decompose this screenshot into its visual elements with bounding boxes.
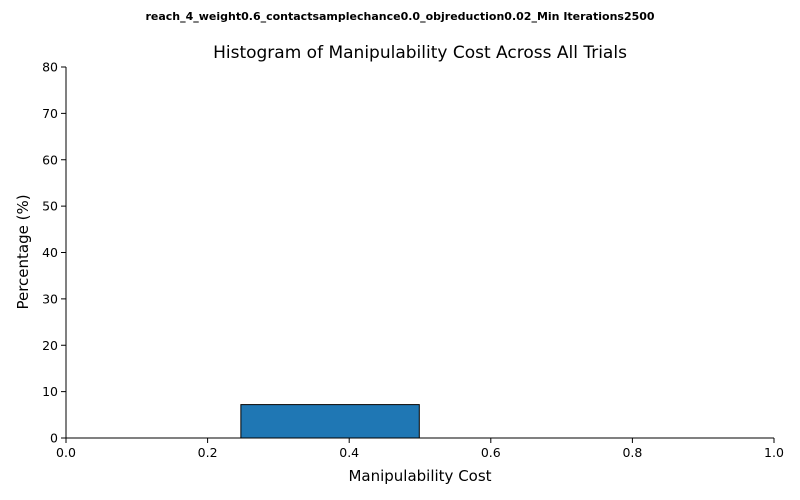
bars-layer [240,404,420,439]
x-axis-ticks: 0.0 0.2 0.4 0.6 0.8 1.0 [56,438,784,460]
y-tick-label-3: 30 [42,291,58,306]
x-tick-label-4: 0.8 [622,445,642,460]
y-tick-label-7: 70 [42,106,58,121]
figure-suptitle: reach_4_weight0.6_contactsamplechance0.0… [145,10,654,23]
y-tick-label-4: 40 [42,245,58,260]
y-axis-ticks: 0 10 20 30 40 50 60 70 80 [42,60,66,446]
x-tick-label-1: 0.2 [198,445,218,460]
y-tick-label-5: 50 [42,199,58,214]
y-tick-label-1: 10 [42,384,58,399]
x-tick-label-2: 0.4 [339,445,359,460]
y-tick-label-6: 60 [42,152,58,167]
y-tick-label-0: 0 [50,431,58,446]
x-tick-label-3: 0.6 [481,445,501,460]
y-tick-label-2: 20 [42,338,58,353]
x-tick-label-5: 1.0 [764,445,784,460]
x-axis-label: Manipulability Cost [348,467,491,485]
chart-title: Histogram of Manipulability Cost Across … [213,43,627,63]
x-tick-label-0: 0.0 [56,445,76,460]
histogram-bar-0 [240,404,420,439]
y-axis-label: Percentage (%) [14,194,32,309]
y-tick-label-8: 80 [42,60,58,75]
